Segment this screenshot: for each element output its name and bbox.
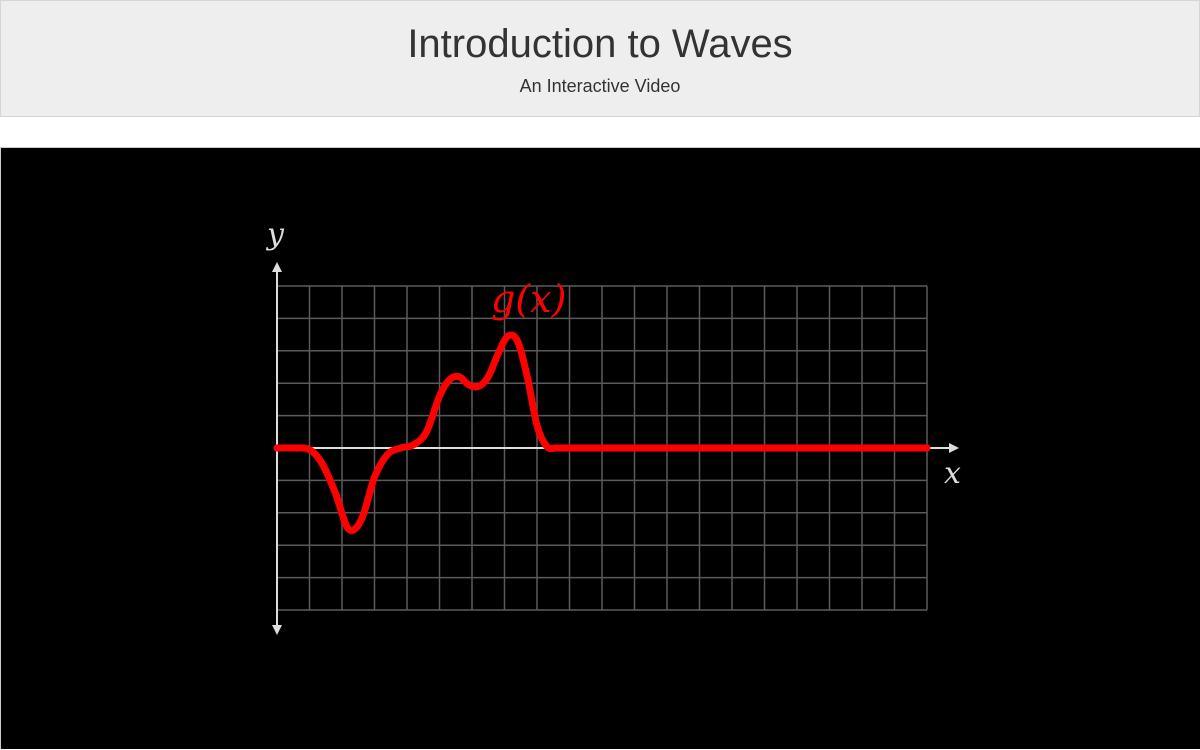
function-label: g(x) xyxy=(491,277,566,321)
g-of-x-curve xyxy=(273,331,931,534)
wave-plot: x y g(x) xyxy=(265,217,961,635)
x-axis-arrow-icon xyxy=(949,443,959,453)
page-title: Introduction to Waves xyxy=(407,22,793,66)
y-axis-label: y xyxy=(265,217,285,252)
video-player[interactable]: x y g(x) xyxy=(0,147,1200,749)
x-axis-label: x xyxy=(944,456,961,491)
page-subtitle: An Interactive Video xyxy=(519,76,681,96)
y-axis-arrow-down-icon xyxy=(272,625,282,635)
page-header: Introduction to Waves An Interactive Vid… xyxy=(0,0,1200,117)
y-axis-arrow-up-icon xyxy=(272,262,282,272)
